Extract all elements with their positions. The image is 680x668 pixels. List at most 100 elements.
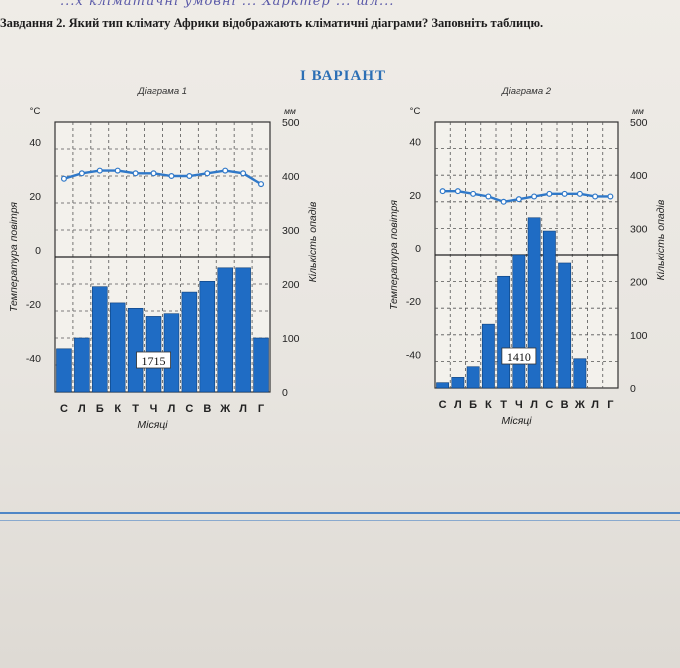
precipitation-unit: мм [632, 106, 644, 116]
temperature-point [454, 188, 461, 195]
handwritten-note: ...х клі­матичні умовні ... Харктер ... … [60, 0, 395, 9]
temperature-point [168, 173, 175, 180]
precipitation-bar [199, 280, 216, 393]
temperature-line [63, 169, 262, 186]
tick-label-precipitation: 0 [630, 383, 636, 395]
tick-label-precipitation: 100 [630, 330, 648, 342]
tick-label-temperature: 0 [35, 245, 41, 257]
temperature-point [561, 190, 568, 197]
annual-precipitation-label: 1715 [142, 354, 166, 368]
precipitation-bar [181, 291, 198, 393]
temperature-point [258, 181, 265, 188]
tick-label-precipitation: 400 [282, 171, 300, 183]
tick-label-precipitation: 300 [630, 223, 648, 235]
temperature-point [222, 167, 229, 174]
month-label: Л [530, 399, 538, 411]
precipitation-bar [542, 230, 556, 389]
month-label: Т [132, 403, 139, 415]
task-text: Який тип клімату Африки відображають клі… [68, 16, 544, 30]
month-label: Л [454, 399, 462, 411]
tick-label-precipitation: 500 [282, 117, 300, 129]
tick-label-temperature: -40 [26, 353, 41, 365]
month-label: Л [168, 403, 176, 415]
month-label: Т [500, 399, 507, 411]
precipitation-bar [558, 262, 572, 389]
annual-precipitation-label: 1410 [507, 350, 531, 364]
precipitation-bar [527, 217, 541, 389]
month-label: С [185, 403, 193, 415]
tick-label-precipitation: 300 [282, 225, 300, 237]
month-label: С [545, 399, 553, 411]
tick-label-precipitation: 500 [630, 117, 648, 129]
month-label: С [60, 403, 68, 415]
month-label: В [203, 403, 211, 415]
temperature-unit: °С [410, 106, 421, 117]
tick-label-precipitation: 200 [630, 277, 648, 289]
month-label: К [485, 399, 492, 411]
temperature-point [439, 188, 446, 195]
precipitation-bar [497, 275, 511, 389]
month-label: Г [607, 399, 614, 411]
divider-line [0, 520, 680, 521]
temperature-point [114, 167, 121, 174]
temperature-point [515, 196, 522, 203]
temperature-point [60, 175, 67, 182]
tick-label-temperature: 40 [29, 137, 41, 149]
tick-label-precipitation: 100 [282, 333, 300, 345]
month-label: Ж [219, 403, 230, 415]
temperature-point [485, 193, 492, 200]
month-label: Ч [515, 399, 523, 411]
month-label: К [114, 403, 121, 415]
temperature-unit: °С [30, 106, 41, 117]
month-label: В [561, 399, 569, 411]
y-axis-label-precipitation: Кількість опадів [655, 199, 667, 280]
task-heading: Завдання 2. Який тип клімату Африки відо… [0, 16, 680, 31]
x-axis-label: Місяці [501, 415, 532, 427]
tick-label-precipitation: 400 [630, 170, 648, 182]
diagram-title: Діаграма 1 [137, 86, 187, 97]
temperature-point [186, 173, 193, 180]
precipitation-bar [451, 377, 465, 389]
month-label: Л [591, 399, 599, 411]
temperature-point [96, 167, 103, 174]
tick-label-temperature: 0 [415, 243, 421, 255]
month-label: Ж [574, 399, 585, 411]
month-label: Г [258, 403, 265, 415]
temperature-point [470, 190, 477, 197]
temperature-point [576, 190, 583, 197]
month-label: С [439, 399, 447, 411]
variant-title: І ВАРІАНТ [300, 68, 386, 84]
precipitation-bar [109, 302, 126, 393]
temperature-point [546, 190, 553, 197]
temperature-point [78, 170, 85, 177]
month-label: Л [78, 403, 86, 415]
temperature-point [240, 170, 247, 177]
precipitation-bar [56, 348, 72, 393]
temperature-point [132, 170, 139, 177]
y-axis-label-temperature: Температура повітря [8, 202, 20, 312]
y-axis-label-temperature: Температура повітря [388, 200, 400, 310]
precipitation-bar [573, 358, 587, 389]
tick-label-temperature: -40 [406, 349, 421, 361]
divider-line [0, 512, 680, 514]
month-label: Б [96, 403, 104, 415]
tick-label-precipitation: 200 [282, 279, 300, 291]
task-label: Завдання 2. [0, 16, 66, 30]
month-label: Б [469, 399, 477, 411]
precipitation-bar [253, 337, 269, 393]
precipitation-bar [92, 286, 108, 393]
month-label: Ч [150, 403, 158, 415]
tick-label-temperature: -20 [406, 296, 421, 308]
precipitation-bar [481, 323, 495, 389]
temperature-point [204, 170, 211, 177]
precipitation-bar [217, 267, 233, 393]
temperature-point [607, 193, 614, 200]
precipitation-bar [74, 337, 90, 393]
precipitation-bar [436, 382, 450, 389]
precipitation-bar [127, 307, 144, 393]
tick-label-temperature: 20 [409, 190, 421, 202]
diagram-title: Діаграма 2 [501, 86, 552, 97]
month-label: Л [239, 403, 247, 415]
